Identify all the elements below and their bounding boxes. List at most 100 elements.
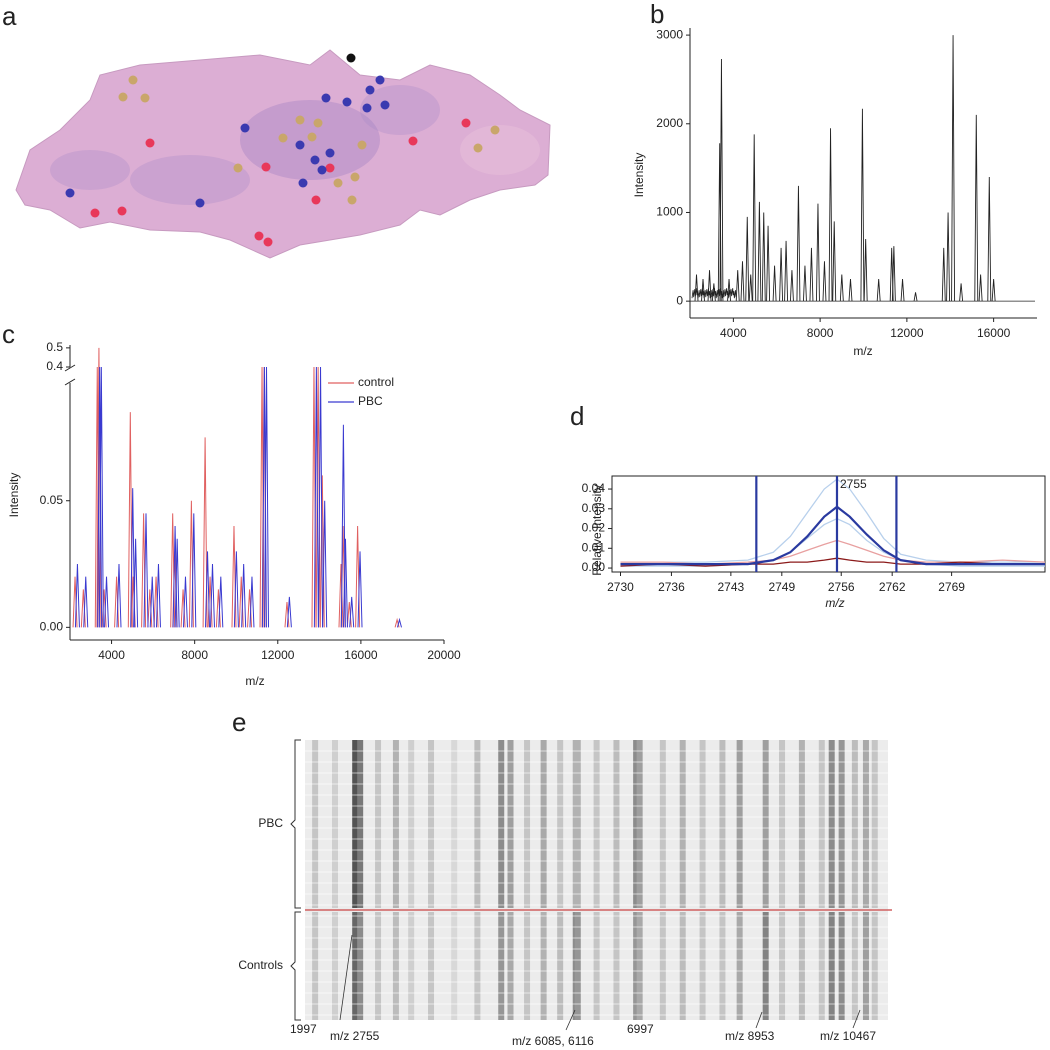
heat-band [818,740,825,908]
peak [828,128,833,302]
peak [182,576,188,628]
heat-band [633,912,640,1020]
heat-band [524,740,531,908]
peak [891,246,896,302]
heat-band [871,740,878,908]
peak [241,564,247,628]
heat-band [540,912,547,1020]
peak [974,114,979,302]
heat-band [636,912,643,1020]
peak [130,488,136,628]
heat-band [474,912,481,1020]
heat-band [613,912,620,1020]
heat-band [474,740,481,908]
peak-annotation: m/z 6085, 6116 [512,1034,594,1048]
heat-band [408,912,415,1020]
y-tick-label: 0.5 [46,340,63,354]
heat-band [838,740,845,908]
peak [205,551,211,628]
group-label: PBC [258,816,283,830]
heat-band [352,912,359,1020]
peak [191,513,197,628]
panel-label: a [2,1,17,31]
peak-annotation: m/z 10467 [820,1029,876,1043]
peak [349,596,355,628]
heat-band [557,740,564,908]
heat-band [392,740,399,908]
heat-band [838,912,845,1020]
peak [941,247,946,302]
heat-band [451,912,458,1020]
peak [745,216,750,302]
y-tick-label: 2000 [656,116,683,130]
heat-band [574,912,581,1020]
peak [357,551,363,628]
peak [719,59,724,302]
baseline-noise [691,288,737,299]
peak [779,247,784,302]
heat-band [699,912,706,1020]
peak [772,265,777,302]
peak-annotation: 1997 [290,1022,317,1036]
heat-band [679,740,686,908]
x-tick-label: 4000 [98,648,125,662]
heat-band [798,740,805,908]
panel-label: e [232,707,246,737]
peak [766,225,771,302]
panel-label: b [650,0,664,29]
peak [839,274,844,302]
peak [711,283,716,302]
x-tick-label: 2730 [607,580,634,594]
peak [913,292,918,302]
heat-band [862,912,869,1020]
y-tick-label: 0.00 [40,620,64,634]
x-tick-label: 16000 [977,326,1011,340]
heat-band [679,912,686,1020]
peak [98,366,104,628]
peak [342,538,348,628]
peak [707,270,712,302]
peak-annotation: m/z 8953 [725,1029,775,1043]
peak [338,564,344,628]
heat-band [557,912,564,1020]
y-tick-label: 0.03 [582,501,606,515]
peak [991,278,996,302]
heat-band [498,740,505,908]
group-bracket [290,739,301,909]
peak [816,203,820,302]
y-tick-label: 3000 [656,27,683,41]
heat-band [375,912,382,1020]
annotation-leader [852,1009,861,1029]
heat-band [659,912,666,1020]
heat-band [862,740,869,908]
legend-label: PBC [358,394,383,408]
y-tick-label: 1000 [656,205,683,219]
x-tick-label: 2762 [879,580,906,594]
peak [143,513,149,628]
x-axis-label: m/z [245,674,264,688]
peak [249,576,255,628]
peak [202,437,208,628]
peak [286,596,292,628]
peak [796,185,801,302]
heat-band [312,912,319,1020]
heat-band [851,740,858,908]
heat-band [352,740,359,908]
y-tick-label: 0.4 [46,359,63,373]
peak [74,564,80,628]
heat-band [593,740,600,908]
heat-band [636,740,643,908]
plot-frame [611,475,1046,573]
annotation-leader [755,1011,763,1029]
y-tick-label: 0.04 [582,481,606,495]
group-label: Controls [238,958,283,972]
heat-band [507,912,514,1020]
panel-label: d [570,401,584,431]
heat-band [574,740,581,908]
peak [261,366,267,628]
peak [951,35,956,302]
peak [322,500,328,628]
annotation: 2755 [840,477,867,491]
peak [83,576,89,628]
